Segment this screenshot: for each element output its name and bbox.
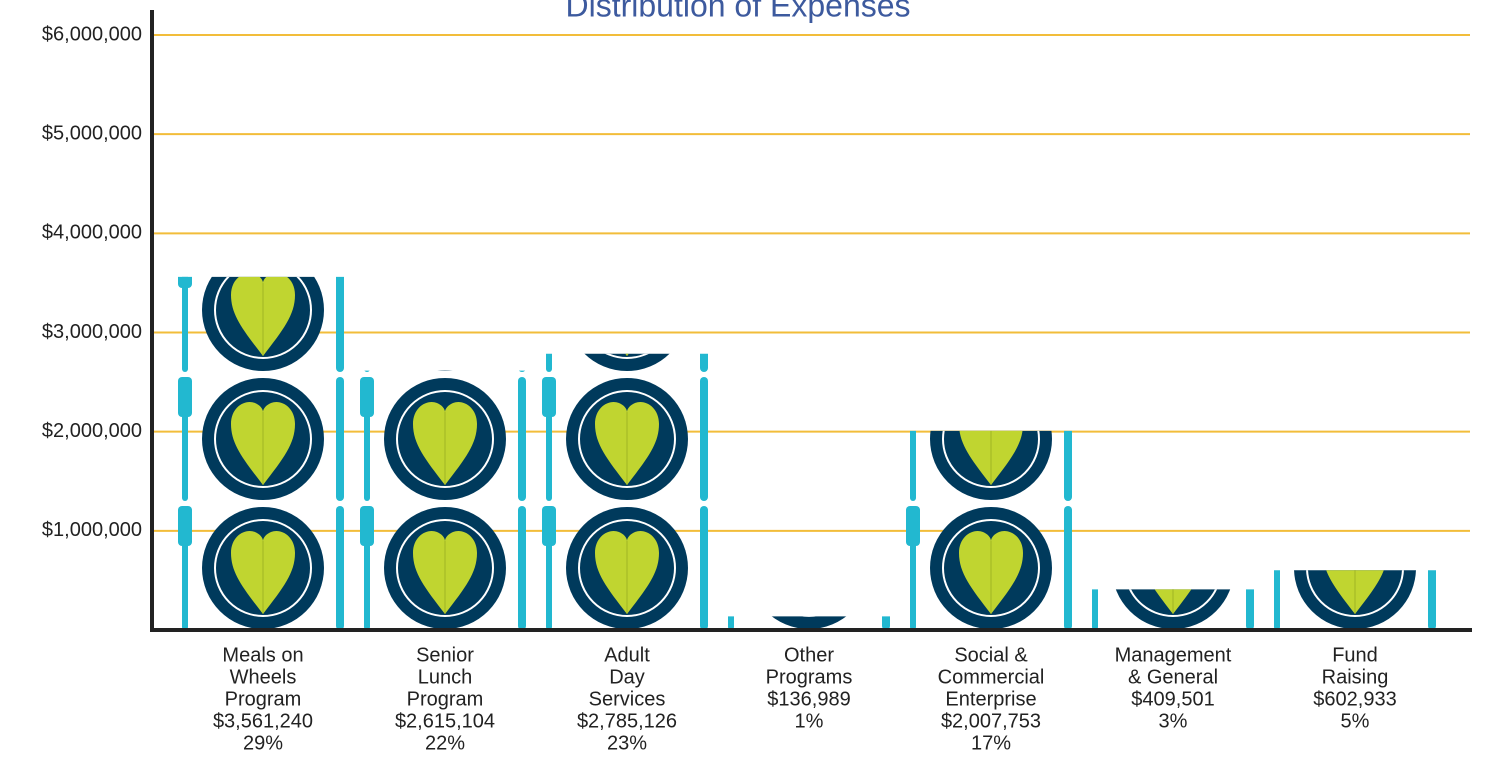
percent-label: 1% xyxy=(795,710,824,732)
x-tick-label: Wheels xyxy=(230,666,297,688)
knife xyxy=(700,248,708,372)
x-tick-label: Other xyxy=(784,644,834,666)
x-tick-label: Day xyxy=(609,666,645,688)
heart xyxy=(413,273,477,356)
fork-head xyxy=(178,377,192,417)
fork-head xyxy=(542,377,556,417)
knife xyxy=(700,377,708,501)
x-tick-label: Fund xyxy=(1332,644,1378,666)
bar xyxy=(360,248,526,630)
x-tick-label: Raising xyxy=(1322,666,1389,688)
bar xyxy=(1088,506,1254,630)
percent-label: 23% xyxy=(607,732,647,754)
x-tick-label: Program xyxy=(407,688,484,710)
plate-rim xyxy=(397,262,493,358)
bar xyxy=(542,248,708,630)
fork-head xyxy=(906,377,920,417)
x-tick-label: Enterprise xyxy=(945,688,1036,710)
bar xyxy=(178,248,344,630)
chart: Distribution of Expenses $1,000,000 $2,00… xyxy=(0,0,1486,772)
x-tick-label: Social & xyxy=(954,644,1028,666)
plate xyxy=(566,249,688,371)
fork-head xyxy=(542,248,556,288)
plate xyxy=(748,507,870,629)
plate-rim xyxy=(761,520,857,616)
fork-head xyxy=(360,377,374,417)
x-tick-label: Adult xyxy=(604,644,650,666)
plate xyxy=(384,249,506,371)
heart xyxy=(595,273,659,356)
y-tick-label: $5,000,000 xyxy=(42,122,142,144)
percent-label: 3% xyxy=(1159,710,1188,732)
value-label: $409,501 xyxy=(1131,688,1214,710)
knife xyxy=(1064,506,1072,630)
fork-head xyxy=(360,248,374,288)
fork-head xyxy=(178,506,192,546)
y-tick-label: $1,000,000 xyxy=(42,519,142,541)
fork xyxy=(1274,506,1280,630)
fork xyxy=(1092,506,1098,630)
value-label: $2,007,753 xyxy=(941,710,1041,732)
y-tick-label: $4,000,000 xyxy=(42,222,142,244)
knife xyxy=(1064,377,1072,501)
fork-head xyxy=(178,248,192,288)
value-label: $2,615,104 xyxy=(395,710,495,732)
fork xyxy=(546,248,552,372)
fork-head xyxy=(724,506,738,546)
heart xyxy=(777,531,841,614)
knife xyxy=(336,506,344,630)
bar xyxy=(724,506,890,630)
fork-head xyxy=(542,506,556,546)
percent-label: 17% xyxy=(971,732,1011,754)
value-label: $3,561,240 xyxy=(213,710,313,732)
chart-title: Distribution of Expenses xyxy=(565,0,910,23)
y-tick-label: $2,000,000 xyxy=(42,420,142,442)
x-tick-label: Senior xyxy=(416,644,474,666)
fork xyxy=(728,506,734,630)
knife xyxy=(336,248,344,372)
percent-label: 22% xyxy=(425,732,465,754)
knife xyxy=(882,506,890,630)
fork xyxy=(182,248,188,372)
x-tick-label: Programs xyxy=(766,666,853,688)
value-label: $136,989 xyxy=(767,688,850,710)
knife xyxy=(1428,506,1436,630)
fork-head xyxy=(1088,506,1102,546)
fork-head xyxy=(360,506,374,546)
fork-head xyxy=(906,506,920,546)
value-label: $2,785,126 xyxy=(577,710,677,732)
x-tick-label: Management xyxy=(1115,644,1232,666)
x-tick-label: Meals on xyxy=(222,644,303,666)
percent-label: 5% xyxy=(1341,710,1370,732)
bar xyxy=(906,377,1072,630)
knife xyxy=(1246,506,1254,630)
y-tick-label: $3,000,000 xyxy=(42,321,142,343)
page: Distribution of Expenses $1,000,000 $2,00… xyxy=(0,0,1486,777)
y-tick-label: $6,000,000 xyxy=(42,23,142,45)
fork-head xyxy=(1270,506,1284,546)
knife xyxy=(336,377,344,501)
x-tick-label: Lunch xyxy=(418,666,473,688)
fork xyxy=(364,248,370,372)
knife xyxy=(518,506,526,630)
knife xyxy=(518,248,526,372)
x-tick-label: & General xyxy=(1128,666,1218,688)
x-tick-label: Program xyxy=(225,688,302,710)
percent-label: 29% xyxy=(243,732,283,754)
bar xyxy=(1270,506,1436,630)
plate-rim xyxy=(579,262,675,358)
knife xyxy=(700,506,708,630)
fork xyxy=(910,377,916,501)
value-label: $602,933 xyxy=(1313,688,1396,710)
knife xyxy=(518,377,526,501)
x-tick-label: Commercial xyxy=(938,666,1045,688)
x-tick-label: Services xyxy=(589,688,666,710)
